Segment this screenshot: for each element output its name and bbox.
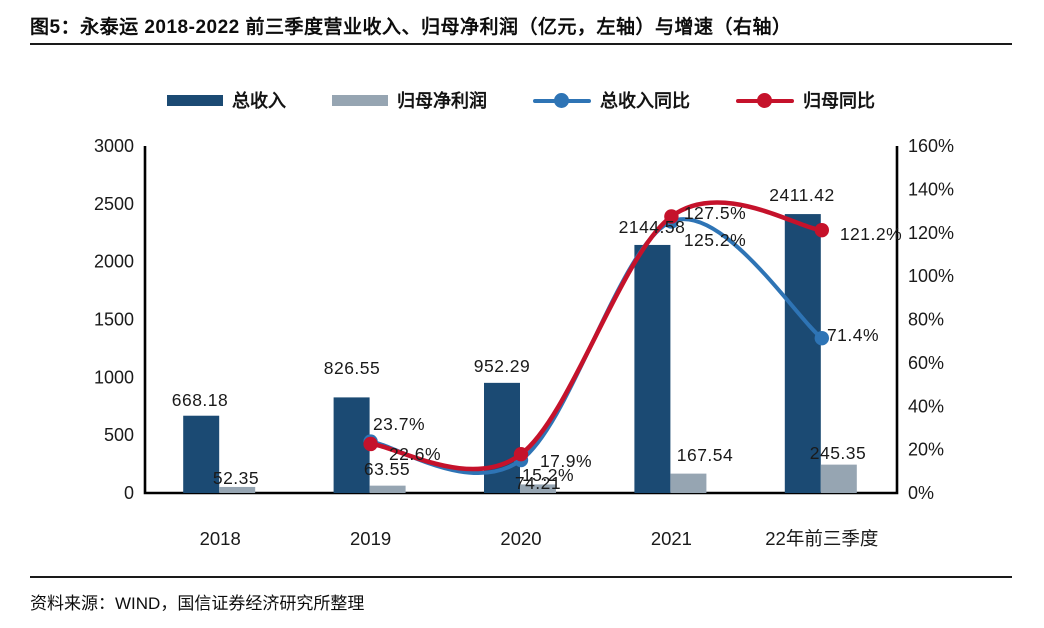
line-value-label: 125.2% <box>684 230 746 250</box>
bottom-divider <box>30 576 1012 578</box>
right-axis-tick-label: 140% <box>908 179 954 199</box>
x-category-label: 2020 <box>500 528 541 549</box>
source-note: 资料来源：WIND，国信证券经济研究所整理 <box>30 594 365 613</box>
bar-value-label: 668.18 <box>172 390 229 410</box>
profit-yoy-marker <box>513 446 529 462</box>
revenue-bar-swatch-icon <box>167 94 223 106</box>
line-value-label: 71.4% <box>827 325 879 345</box>
line-value-label: 17.9% <box>540 451 592 471</box>
profit-yoy-marker <box>363 436 378 452</box>
left-axis-tick-label: 1000 <box>94 367 134 387</box>
x-category-label: 2018 <box>200 528 241 549</box>
profit-bar <box>369 485 406 493</box>
legend-label-profit: 归母净利润 <box>397 91 487 111</box>
revenue-bar <box>784 214 821 493</box>
line-value-label: 22.6% <box>389 444 441 464</box>
profit-bar <box>820 464 857 493</box>
bar-value-label: 52.35 <box>213 468 259 488</box>
profit-bar <box>670 473 707 493</box>
revenue-bar <box>183 415 220 493</box>
legend-item-profit: 归母净利润 <box>332 87 487 113</box>
profit-yoy-swatch-dot <box>757 92 772 108</box>
bar-value-label: 952.29 <box>474 356 531 376</box>
revenue-yoy-swatch-dot <box>554 92 569 108</box>
right-axis-tick-label: 0% <box>908 483 934 503</box>
legend-label-revenue: 总收入 <box>232 91 286 111</box>
line-value-label: 121.2% <box>840 224 902 244</box>
x-category-label: 22年前三季度 <box>765 528 878 549</box>
legend-item-revenue-yoy: 总收入同比 <box>533 87 690 113</box>
left-axis-tick-label: 1500 <box>94 310 134 330</box>
bar-value-label: 2411.42 <box>769 185 834 205</box>
right-axis-tick-label: 20% <box>908 440 944 460</box>
profit-bar <box>520 484 556 493</box>
revenue-yoy-line <box>368 217 824 475</box>
left-axis-tick-label: 500 <box>104 425 134 445</box>
chart-legend: 总收入 归母净利润 总收入同比 归母同比 <box>145 84 897 116</box>
x-category-label: 2021 <box>651 528 692 549</box>
legend-item-profit-yoy: 归母同比 <box>736 87 875 113</box>
x-category-label: 2019 <box>350 528 391 549</box>
figure-title: 图5：永泰运 2018-2022 前三季度营业收入、归母净利润（亿元，左轴）与增… <box>30 17 792 38</box>
profit-yoy-line <box>368 200 825 472</box>
legend-label-profit-yoy: 归母同比 <box>803 91 875 111</box>
revenue-yoy-line-swatch-icon <box>533 92 591 108</box>
right-axis-tick-label: 60% <box>908 353 944 373</box>
left-axis-tick-label: 3000 <box>94 136 134 156</box>
right-axis-tick-label: 160% <box>908 136 954 156</box>
bar-value-label: 167.54 <box>677 445 734 465</box>
bar-value-label: 2144.58 <box>619 217 686 237</box>
bar-value-label: 826.55 <box>324 358 381 378</box>
left-axis-tick-label: 2500 <box>94 194 134 214</box>
revenue-yoy-marker <box>814 330 829 346</box>
right-axis-tick-label: 100% <box>908 266 954 286</box>
profit-yoy-marker <box>664 209 679 224</box>
bar-value-label: 74.21 <box>515 473 561 493</box>
revenue-bar <box>634 244 671 493</box>
revenue-bar <box>484 382 520 493</box>
profit-bar <box>219 486 256 493</box>
bar-value-label: 63.55 <box>364 459 410 479</box>
bar-value-label: 245.35 <box>810 443 867 463</box>
profit-bar-swatch-icon <box>332 94 388 106</box>
line-value-label: 127.5% <box>684 203 746 223</box>
line-value-label: 15.2% <box>522 465 574 485</box>
profit-yoy-line-swatch-icon <box>736 92 794 108</box>
right-axis-tick-label: 120% <box>908 223 954 243</box>
legend-item-revenue: 总收入 <box>167 87 286 113</box>
left-axis-tick-label: 2000 <box>94 252 134 272</box>
left-axis-tick-label: 0 <box>124 483 134 503</box>
legend-label-revenue-yoy: 总收入同比 <box>600 91 690 111</box>
right-axis-tick-label: 40% <box>908 396 944 416</box>
profit-yoy-marker <box>814 222 829 238</box>
title-divider <box>30 43 1012 45</box>
line-value-label: 23.7% <box>373 414 425 434</box>
right-axis-tick-label: 80% <box>908 310 944 330</box>
